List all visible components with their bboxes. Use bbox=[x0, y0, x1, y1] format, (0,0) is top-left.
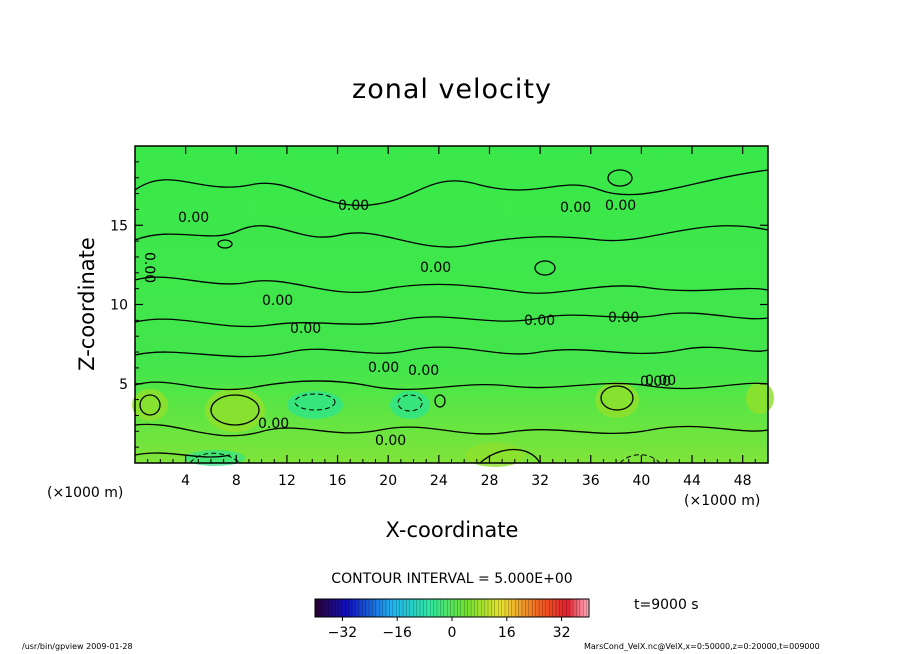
contour-label: 0.00 bbox=[608, 310, 639, 326]
y-axis-label: Z-coordinate bbox=[75, 237, 99, 371]
y-tick-label: 5 bbox=[119, 377, 128, 393]
x-tick-label: 12 bbox=[278, 473, 296, 489]
contour-label: 0.00 bbox=[640, 374, 671, 390]
colorbar-tick-label: 16 bbox=[498, 625, 516, 641]
x-tick-label: 48 bbox=[734, 473, 752, 489]
time-label: t=9000 s bbox=[634, 597, 699, 613]
chart-title: zonal velocity bbox=[352, 74, 552, 105]
colorbar bbox=[314, 598, 590, 618]
x-tick-label: 8 bbox=[232, 473, 241, 489]
contour-label: 0.00 bbox=[375, 433, 406, 449]
x-tick-label: 44 bbox=[683, 473, 701, 489]
x-tick-label: 36 bbox=[582, 473, 600, 489]
contour-label: 0.00 bbox=[338, 198, 369, 214]
contour-label: 0.00 bbox=[262, 293, 293, 309]
colorbar-tick-label: −16 bbox=[382, 625, 412, 641]
contour-label: 0.00 bbox=[560, 200, 591, 216]
x-tick-label: 28 bbox=[481, 473, 499, 489]
contour-label: 0.00 bbox=[408, 363, 439, 379]
colorbar-stripes bbox=[317, 599, 587, 617]
x-tick-label: 40 bbox=[632, 473, 650, 489]
x-tick-label: 16 bbox=[329, 473, 347, 489]
contour-label: 0.00 bbox=[524, 313, 555, 329]
y-tick-label: 15 bbox=[110, 218, 128, 234]
contour-lines bbox=[134, 169, 769, 464]
contour-interval-label: CONTOUR INTERVAL = 5.000E+00 bbox=[331, 571, 572, 587]
contour-label: 0.00 bbox=[605, 198, 636, 214]
contour-label: 0.00 bbox=[368, 360, 399, 376]
contour-label: 0.00 bbox=[141, 252, 157, 283]
contour-label: 0.00 bbox=[178, 210, 209, 226]
y-axis: 5 10 15 bbox=[110, 161, 768, 448]
contour-label: 0.00 bbox=[645, 373, 676, 389]
colorbar-tick-label: −32 bbox=[328, 625, 358, 641]
footer-left: /usr/bin/gpview 2009-01-28 bbox=[22, 642, 133, 651]
x-axis-label: X-coordinate bbox=[386, 518, 519, 542]
x-tick-label: 24 bbox=[430, 473, 448, 489]
colorbar-tick-label: 0 bbox=[448, 625, 457, 641]
contour-label: 0.00 bbox=[258, 416, 289, 432]
x-tick-label: 4 bbox=[181, 473, 190, 489]
contour-label-group: 0.00 0.00 0.00 0.00 0.00 0.00 0.00 0.00 … bbox=[141, 198, 676, 449]
x-axis: 4 8 12 16 20 24 28 32 36 40 44 48 bbox=[147, 146, 756, 489]
contour-label: 0.00 bbox=[290, 321, 321, 337]
y-tick-label: 10 bbox=[110, 298, 128, 314]
footer-right: MarsCond_VelX.nc@VelX,x=0:50000,z=0:2000… bbox=[584, 642, 820, 651]
x-unit-right: (×1000 m) bbox=[684, 493, 760, 509]
x-tick-label: 32 bbox=[531, 473, 549, 489]
contour-label: 0.00 bbox=[420, 260, 451, 276]
x-tick-label: 20 bbox=[379, 473, 397, 489]
colorbar-ticks: −32 −16 0 16 32 bbox=[328, 617, 571, 641]
x-unit-left: (×1000 m) bbox=[47, 485, 123, 501]
colorbar-tick-label: 32 bbox=[553, 625, 571, 641]
